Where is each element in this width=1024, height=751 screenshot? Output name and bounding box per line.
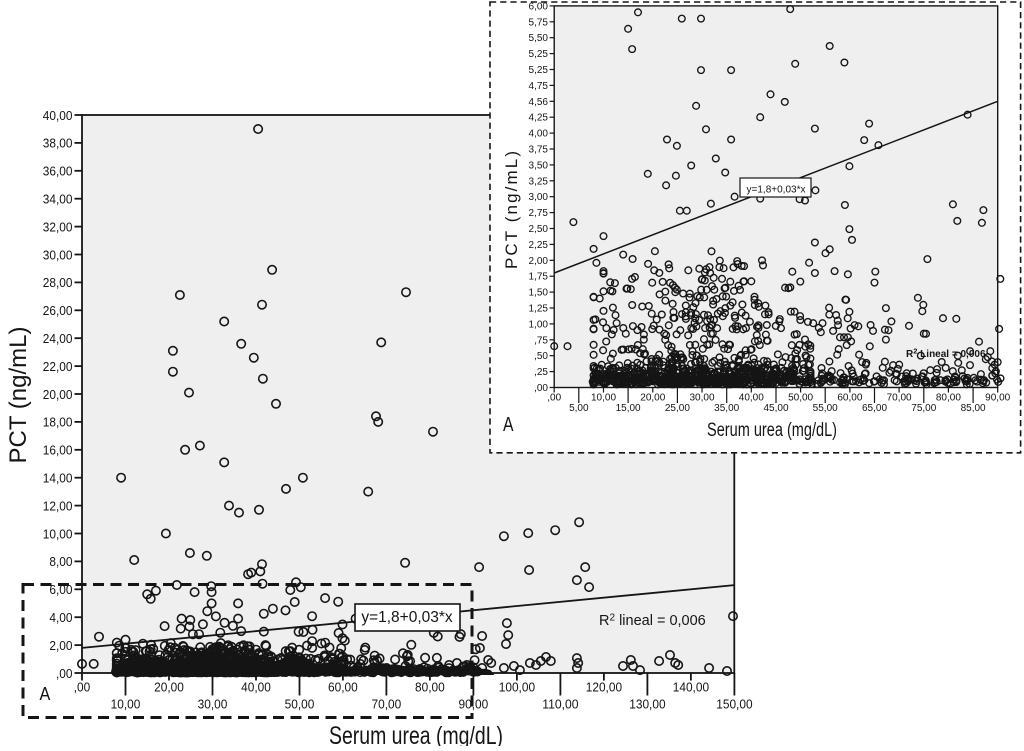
svg-text:60,00: 60,00 [328,680,358,695]
svg-text:10,00: 10,00 [591,393,616,404]
svg-text:,00: ,00 [534,383,548,394]
svg-text:3,50: 3,50 [529,160,549,171]
svg-text:5,25: 5,25 [529,65,549,76]
svg-text:16,00: 16,00 [43,443,73,458]
svg-text:40,00: 40,00 [241,680,271,695]
svg-text:20,00: 20,00 [640,393,665,404]
svg-text:90,00: 90,00 [985,393,1010,404]
svg-text:4,00: 4,00 [529,129,549,140]
svg-text:28,00: 28,00 [43,275,73,290]
svg-text:50,00: 50,00 [285,697,315,712]
svg-text:36,00: 36,00 [43,164,73,179]
svg-text:15,00: 15,00 [616,403,641,414]
svg-text:30,00: 30,00 [198,697,228,712]
svg-text:100,00: 100,00 [499,680,535,695]
svg-text:,50: ,50 [534,351,548,362]
svg-text:2,75: 2,75 [529,208,549,219]
svg-text:PCT (ng/mL): PCT (ng/mL) [5,327,32,464]
svg-text:Serum urea (mg/dL): Serum urea (mg/dL) [707,420,837,441]
svg-text:R2 Lineal = 0,006: R2 Lineal = 0,006 [906,347,986,361]
svg-text:75,00: 75,00 [911,403,936,414]
svg-text:30,00: 30,00 [689,393,714,404]
svg-text:50,00: 50,00 [788,393,813,404]
svg-text:,00: ,00 [547,393,561,404]
svg-text:35,00: 35,00 [714,403,739,414]
svg-text:3,75: 3,75 [529,145,549,156]
svg-text:y=1,8+0,03*x: y=1,8+0,03*x [361,609,453,626]
svg-text:30,00: 30,00 [43,247,73,262]
svg-text:32,00: 32,00 [43,219,73,234]
svg-text:4,25: 4,25 [529,113,549,124]
svg-text:25,00: 25,00 [665,403,690,414]
svg-text:110,00: 110,00 [542,697,578,712]
svg-text:20,00: 20,00 [154,680,184,695]
svg-text:34,00: 34,00 [43,192,73,207]
svg-text:38,00: 38,00 [43,136,73,151]
svg-text:,25: ,25 [534,367,548,378]
svg-text:40,00: 40,00 [43,108,73,123]
svg-text:4,56: 4,56 [529,97,549,108]
svg-text:A: A [503,414,514,436]
svg-text:,00: ,00 [74,680,91,695]
svg-text:,00: ,00 [56,666,73,681]
svg-text:A: A [40,683,51,704]
svg-text:,75: ,75 [534,335,548,346]
svg-text:1,50: 1,50 [529,288,549,299]
svg-text:1,75: 1,75 [529,272,549,283]
svg-text:6,00: 6,00 [529,1,549,12]
svg-text:60,00: 60,00 [837,393,862,404]
svg-text:Serum urea (mg/dL): Serum urea (mg/dL) [329,722,503,746]
svg-text:PCT (ng/mL): PCT (ng/mL) [502,151,521,269]
svg-text:70,00: 70,00 [887,393,912,404]
svg-text:4,00: 4,00 [49,610,72,625]
svg-text:10,00: 10,00 [43,526,73,541]
svg-text:10,00: 10,00 [111,697,141,712]
svg-text:3,25: 3,25 [529,176,549,187]
svg-text:150,00: 150,00 [716,697,752,712]
svg-text:2,00: 2,00 [529,256,549,267]
svg-text:8,00: 8,00 [49,554,72,569]
svg-text:R2 lineal = 0,006: R2 lineal = 0,006 [599,613,706,630]
svg-text:5,75: 5,75 [529,17,549,28]
svg-text:y=1,8+0,03*x: y=1,8+0,03*x [747,185,806,196]
svg-text:1,00: 1,00 [529,319,549,330]
svg-text:26,00: 26,00 [43,303,73,318]
svg-text:70,00: 70,00 [372,697,402,712]
svg-text:65,00: 65,00 [862,403,887,414]
svg-text:3,00: 3,00 [529,192,549,203]
svg-text:55,00: 55,00 [813,403,838,414]
svg-text:22,00: 22,00 [43,359,73,374]
svg-text:45,00: 45,00 [763,403,788,414]
svg-text:85,00: 85,00 [961,403,986,414]
svg-text:2,25: 2,25 [529,240,549,251]
svg-text:120,00: 120,00 [586,680,622,695]
svg-text:2,50: 2,50 [529,224,549,235]
svg-text:4,75: 4,75 [529,81,549,92]
svg-text:14,00: 14,00 [43,471,73,486]
svg-text:140,00: 140,00 [673,680,709,695]
svg-text:40,00: 40,00 [739,393,764,404]
svg-text:24,00: 24,00 [43,331,73,346]
svg-text:80,00: 80,00 [415,680,445,695]
svg-text:12,00: 12,00 [43,498,73,513]
svg-text:1,25: 1,25 [529,304,549,315]
svg-text:5,50: 5,50 [529,33,549,44]
svg-text:20,00: 20,00 [43,387,73,402]
svg-text:18,00: 18,00 [43,415,73,430]
svg-text:130,00: 130,00 [629,697,665,712]
svg-text:2,00: 2,00 [49,638,72,653]
svg-text:5,00: 5,00 [569,403,589,414]
svg-text:5,25: 5,25 [529,49,549,60]
svg-text:80,00: 80,00 [936,393,961,404]
